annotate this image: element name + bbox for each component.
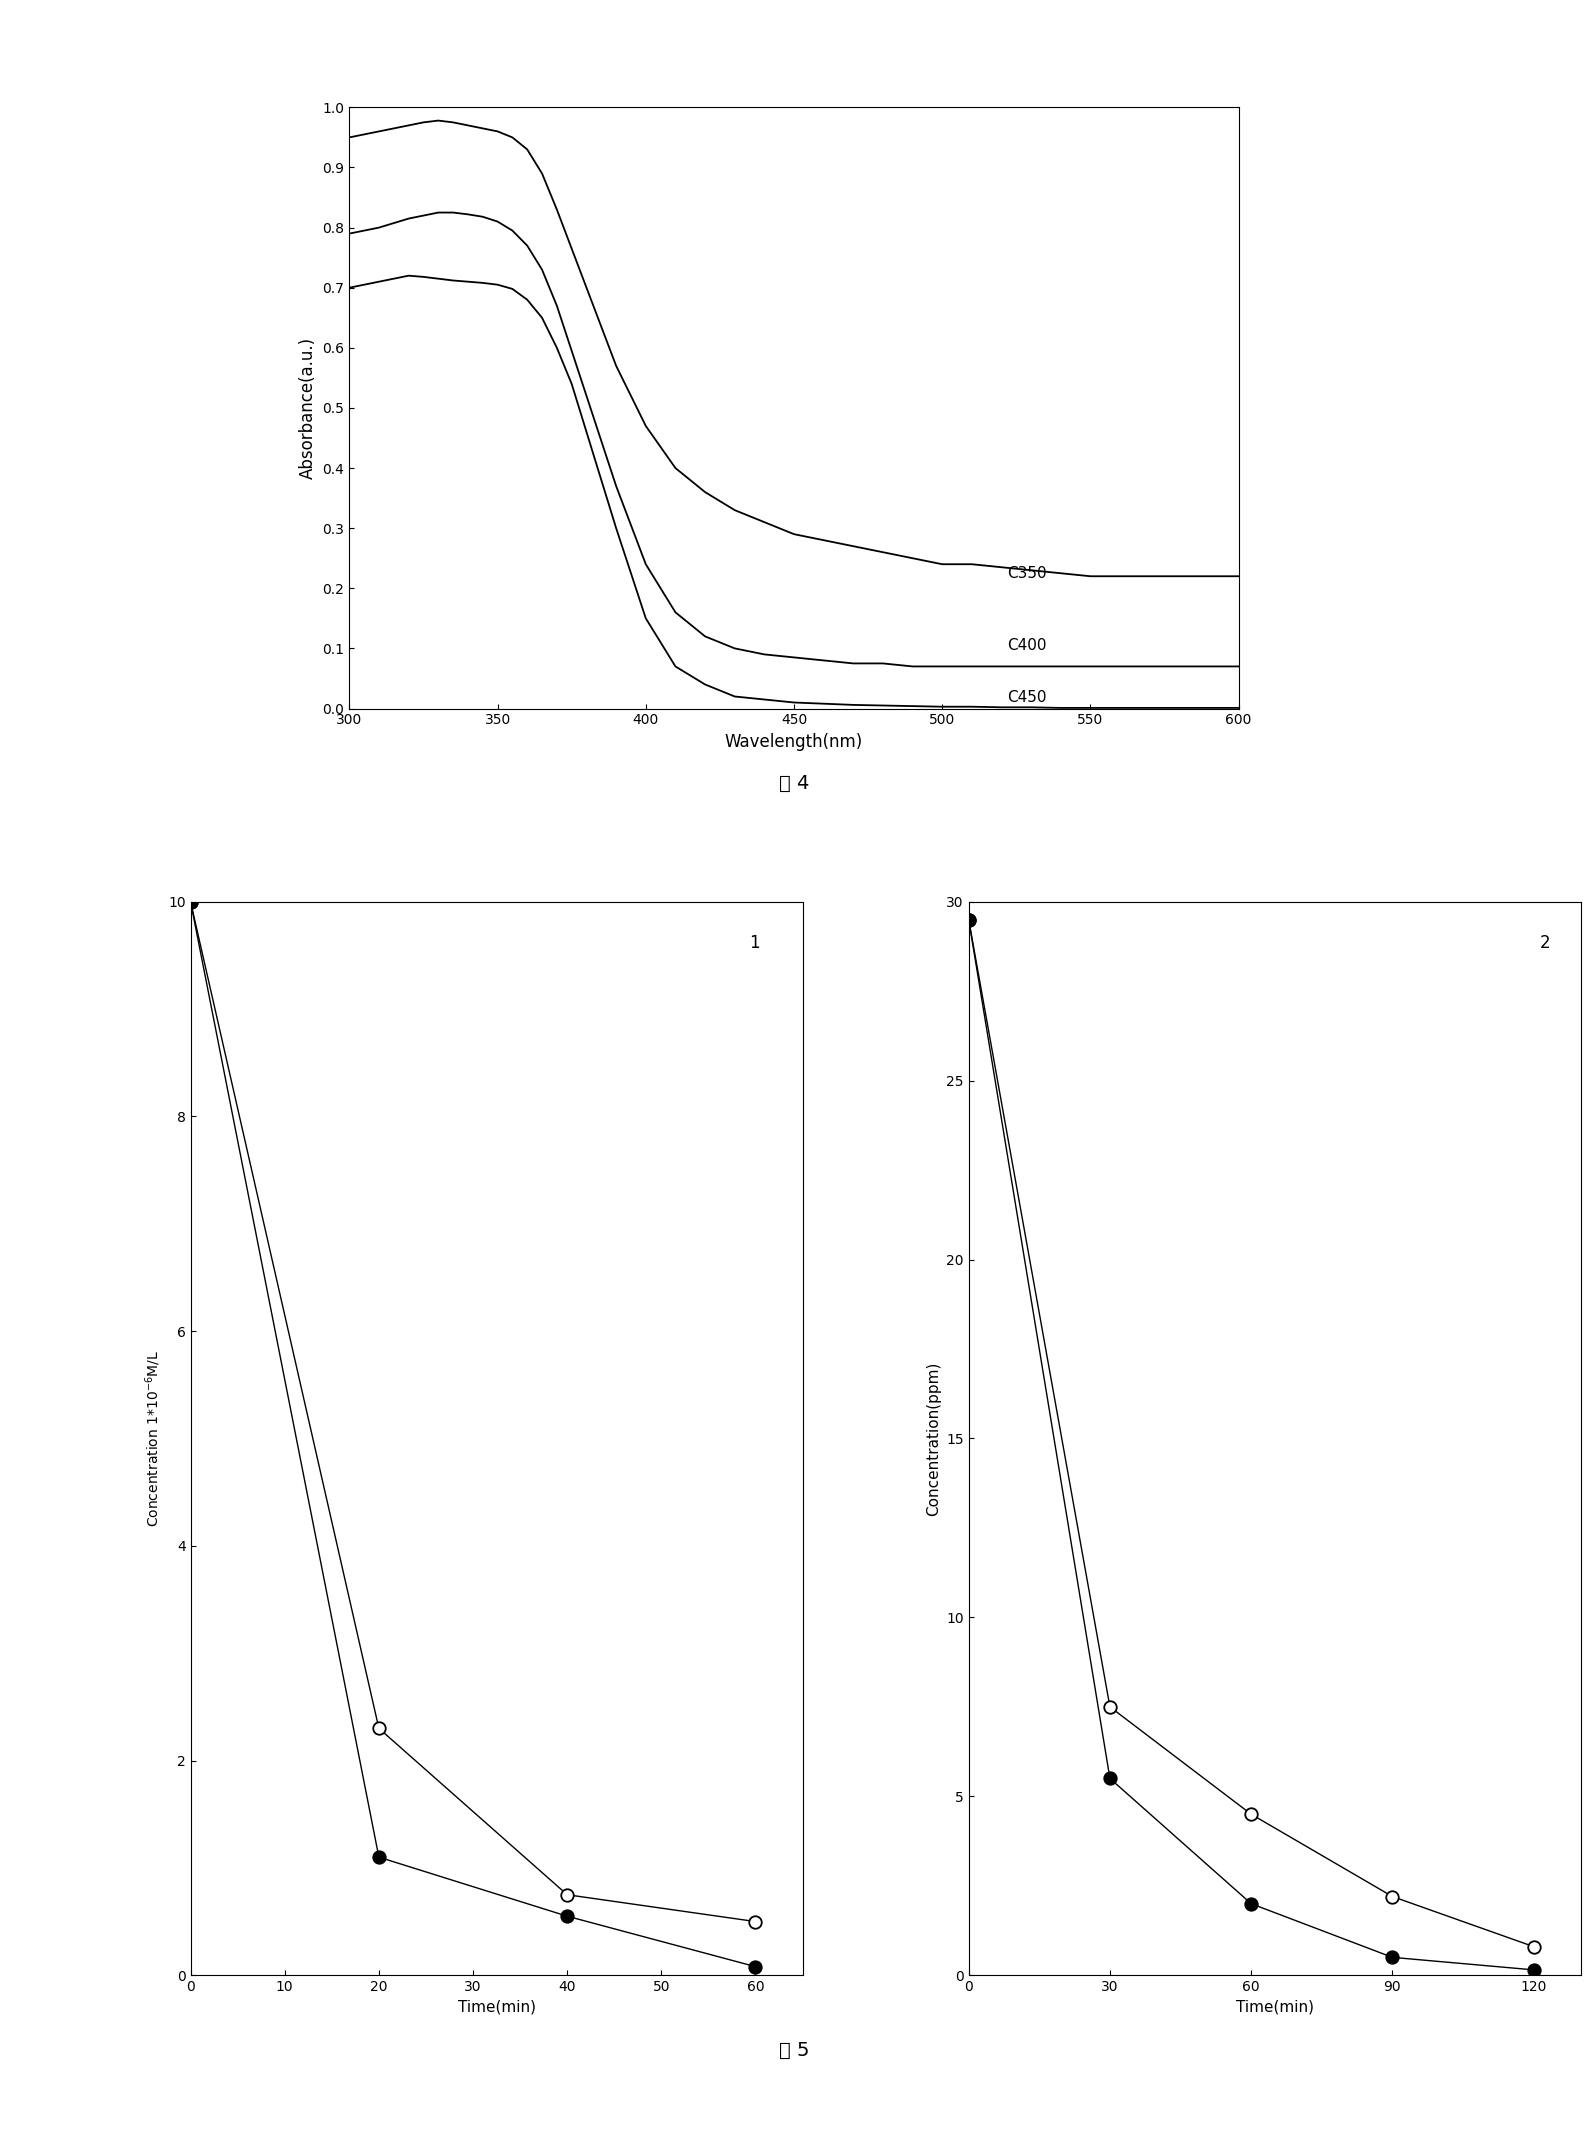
Y-axis label: Concentration(ppm): Concentration(ppm) [926,1361,940,1516]
Y-axis label: Absorbance(a.u.): Absorbance(a.u.) [299,337,318,479]
Text: 图 4: 图 4 [778,775,810,792]
Text: C450: C450 [1007,689,1046,704]
X-axis label: Time(min): Time(min) [457,1999,535,2014]
Text: 图 5: 图 5 [778,2042,810,2059]
Text: C400: C400 [1007,638,1046,653]
Text: 1: 1 [750,934,759,951]
X-axis label: Wavelength(nm): Wavelength(nm) [724,732,864,751]
Text: C350: C350 [1007,567,1046,580]
Y-axis label: Concentration 1*10$^{-6}$M/L: Concentration 1*10$^{-6}$M/L [143,1350,162,1527]
X-axis label: Time(min): Time(min) [1235,1999,1313,2014]
Text: 2: 2 [1539,934,1550,951]
